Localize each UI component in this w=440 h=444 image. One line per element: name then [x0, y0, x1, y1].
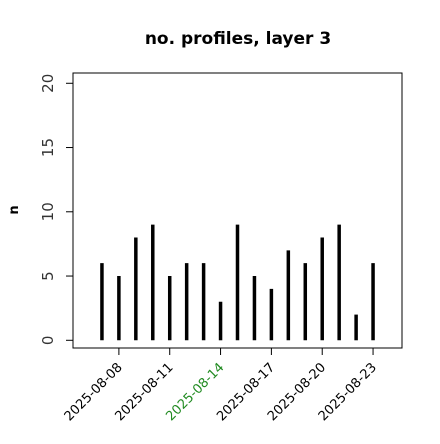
plot-box: [72, 72, 403, 349]
chart-title: no. profiles, layer 3: [145, 29, 331, 49]
y-tick-label: 5: [39, 271, 57, 281]
y-tick-label: 20: [39, 74, 57, 93]
y-tick-label: 10: [39, 202, 57, 221]
y-tick-label: 15: [39, 138, 57, 157]
y-axis-label: n: [7, 205, 22, 214]
y-tick-label: 0: [39, 336, 57, 346]
